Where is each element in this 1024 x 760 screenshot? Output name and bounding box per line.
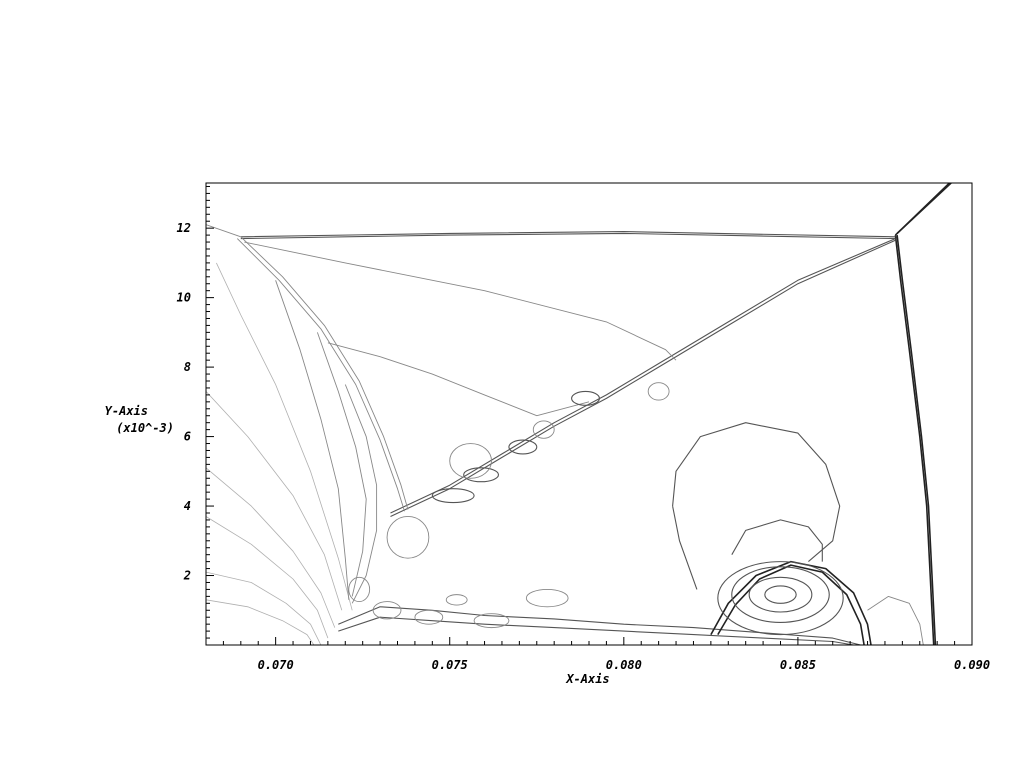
tick-labels: 0.070 0.075 0.080 0.085 0.090 2 4 6 8 10 12 bbox=[177, 221, 991, 672]
contour-line-near-left-2 bbox=[316, 332, 367, 597]
contour-line-upper-left-edge bbox=[206, 224, 241, 238]
contour-line-vortex-outer-2 bbox=[717, 564, 865, 645]
plot-frame bbox=[205, 182, 973, 646]
contour-line-reflected-shock-upper-2 bbox=[896, 183, 950, 234]
contour-line-far-left-1 bbox=[216, 262, 353, 611]
y-tick-label: 8 bbox=[184, 360, 191, 374]
closed-contour-eddy-10 bbox=[372, 601, 402, 620]
contour-line-far-left-2 bbox=[206, 391, 343, 611]
x-tick-label: 0.090 bbox=[954, 658, 990, 672]
contour-line-near-left-1 bbox=[275, 280, 350, 600]
y-tick-label: 12 bbox=[177, 221, 191, 235]
closed-contour-vortex-core-4 bbox=[717, 561, 844, 636]
y-tick-label: 4 bbox=[184, 499, 191, 513]
closed-contour-eddy-3 bbox=[508, 439, 538, 455]
closed-contour-eddy-14 bbox=[414, 609, 444, 625]
closed-contour-eddy-9 bbox=[525, 588, 569, 608]
x-axis-title: X-Axis bbox=[565, 672, 609, 686]
contour-line-lower-shear-layer bbox=[338, 606, 861, 645]
contour-line-incident-shock-top-2 bbox=[240, 232, 896, 240]
closed-contour-eddy-2 bbox=[463, 467, 500, 483]
y-tick-label: 10 bbox=[177, 291, 191, 305]
closed-contour-eddy-4 bbox=[571, 390, 600, 406]
x-tick-label: 0.075 bbox=[432, 658, 468, 672]
closed-contour-eddy-11 bbox=[445, 594, 468, 606]
closed-contour-vortex-core-2 bbox=[748, 576, 813, 613]
contour-line-bubble-outer bbox=[672, 422, 841, 563]
closed-contour-vortex-core-3 bbox=[731, 566, 830, 623]
x-tick-label: 0.070 bbox=[258, 658, 294, 672]
contour-line-near-left-3 bbox=[344, 384, 378, 604]
contour-line-vortex-outer bbox=[710, 560, 872, 645]
contour-line-lower-shear-layer-2 bbox=[338, 616, 854, 645]
contour-line-vortex-right bbox=[867, 595, 924, 645]
contour-line-mach-stem-shock bbox=[894, 235, 935, 645]
contour-line-inner-contour-top bbox=[244, 241, 677, 361]
x-tick-label: 0.080 bbox=[606, 658, 642, 672]
y-tick-label: 6 bbox=[184, 430, 191, 444]
closed-contour-eddy-6 bbox=[532, 420, 555, 439]
closed-contour-eddy-8 bbox=[386, 516, 430, 559]
y-tick-label: 2 bbox=[183, 569, 191, 583]
contour-line-incident-shock-top bbox=[240, 231, 896, 238]
contour-line-mach-stem-shock-2 bbox=[896, 235, 937, 645]
x-tick-label: 0.085 bbox=[780, 658, 816, 672]
contour-line-far-left-6 bbox=[206, 599, 315, 645]
contour-layer bbox=[206, 183, 952, 645]
contour-line-far-left-5 bbox=[206, 571, 322, 645]
closed-contour-eddy-5 bbox=[449, 443, 492, 479]
contour-line-far-left-3 bbox=[206, 467, 336, 628]
closed-contour-eddy-7 bbox=[647, 382, 670, 401]
closed-contour-eddy-1 bbox=[431, 488, 475, 504]
closed-contour-vortex-core-1 bbox=[764, 585, 797, 604]
contour-line-bubble-inner bbox=[731, 519, 823, 562]
closed-contour-eddy-13 bbox=[348, 576, 371, 603]
contour-line-shear-layer-diagonal bbox=[390, 238, 896, 514]
y-axis-title: Y-Axis bbox=[105, 404, 148, 418]
y-axis-scale: (x10^-3) bbox=[116, 421, 174, 435]
axes bbox=[205, 182, 973, 646]
closed-contour-eddy-12 bbox=[473, 613, 510, 629]
contour-line-inner-contour-mid bbox=[327, 342, 590, 417]
ticks bbox=[205, 185, 973, 646]
contour-line-bubble-outer-left bbox=[672, 505, 698, 590]
contour-line-curved-shock-left-2 bbox=[236, 238, 405, 512]
contour-line-far-left-4 bbox=[206, 516, 329, 639]
contour-line-curved-shock-left bbox=[240, 236, 409, 510]
